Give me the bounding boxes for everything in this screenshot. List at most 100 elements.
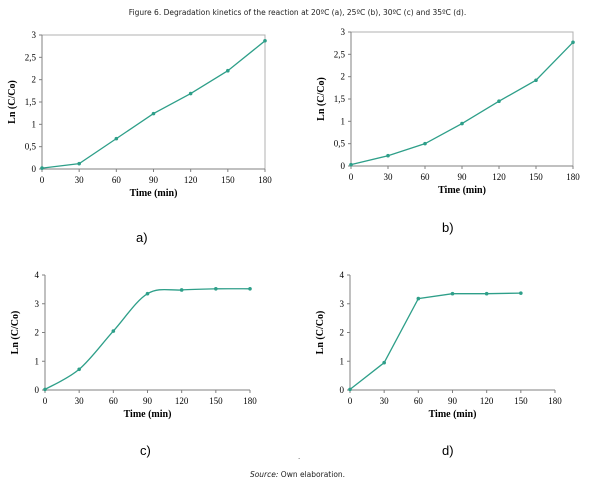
x-tick-label: 150: [209, 396, 223, 406]
x-tick-label: 180: [258, 175, 272, 185]
data-point: [214, 287, 218, 291]
y-tick-label: 2: [32, 75, 37, 85]
y-tick-label: 1: [341, 116, 346, 126]
data-point: [423, 141, 427, 146]
x-tick-label: 180: [548, 396, 562, 406]
data-point: [263, 39, 267, 43]
x-axis-title: Time (min): [438, 185, 486, 196]
chart-c: 0 1 2 3 4 0 30 60 90 120 150 180 Time (min) Ln (C/Co): [10, 270, 257, 420]
x-tick-label: 120: [175, 396, 189, 406]
x-axis-title: Time (min): [130, 188, 178, 199]
y-axis-title: Ln (C/Co): [7, 80, 18, 124]
data-point: [382, 360, 386, 365]
x-tick-label: 0: [348, 396, 353, 406]
x-tick-label: 30: [75, 175, 85, 185]
y-tick-label: 0: [35, 385, 40, 395]
data-point: [571, 40, 575, 45]
source-label: Source:: [249, 470, 279, 479]
x-tick-label: 120: [184, 175, 198, 185]
y-tick-label: 3: [340, 299, 345, 309]
x-axis-title: Time (min): [124, 409, 172, 420]
panel-label-d: d): [442, 443, 454, 458]
x-tick-label: 90: [143, 396, 153, 406]
y-axis-title: Ln (C/Co): [315, 311, 326, 355]
series-line-d: [349, 292, 521, 390]
x-tick-label: 90: [458, 172, 468, 182]
data-point: [450, 291, 455, 296]
data-point: [349, 162, 353, 167]
chart-panel-b: 0 0,5 1 1,5 2 2,5 3 0 30 60 90 120 150 180 Time (min) L…: [305, 25, 590, 200]
figure-title: Figure 6. Degradation kinetics of the re…: [128, 8, 467, 17]
x-tick-label: 60: [421, 172, 431, 182]
y-tick-label: 4: [340, 270, 345, 280]
y-tick-label: 2,5: [25, 52, 37, 62]
x-tick-label: 120: [480, 396, 494, 406]
data-point: [151, 111, 156, 116]
data-point: [348, 387, 352, 392]
x-tick-label: 0: [349, 172, 354, 182]
y-tick-label: 0: [340, 385, 345, 395]
x-tick-label: 0: [40, 175, 45, 185]
plot-frame: [41, 34, 266, 170]
data-point: [484, 291, 489, 296]
x-tick-label: 60: [109, 396, 119, 406]
x-tick-label: 150: [529, 172, 543, 182]
x-tick-label: 0: [43, 396, 48, 406]
panel-label-c: c): [140, 443, 151, 458]
y-tick-label: 3: [341, 27, 346, 37]
data-point: [40, 166, 44, 170]
x-tick-label: 180: [243, 396, 257, 406]
data-point: [111, 329, 116, 333]
stray-dot: .: [298, 452, 301, 461]
y-tick-label: 2: [341, 72, 346, 82]
y-tick-label: 0,5: [334, 139, 346, 149]
data-point: [534, 78, 538, 83]
data-point: [460, 121, 464, 126]
plot-frame: [350, 31, 574, 167]
y-tick-label: 2: [340, 328, 345, 338]
data-point: [77, 367, 81, 372]
data-point: [145, 291, 150, 296]
data-point: [386, 153, 390, 158]
y-tick-label: 1: [340, 356, 345, 366]
x-axis-title: Time (min): [429, 409, 477, 420]
y-tick-label: 1,5: [25, 97, 37, 107]
y-tick-label: 0: [341, 161, 346, 171]
data-point: [226, 68, 230, 73]
data-point: [114, 136, 119, 141]
data-point: [519, 291, 523, 295]
data-point: [248, 287, 252, 291]
y-tick-label: 2: [35, 328, 40, 338]
panel-label-b: b): [442, 220, 454, 235]
y-tick-label: 2,5: [334, 49, 346, 59]
x-tick-label: 90: [448, 396, 458, 406]
x-tick-label: 120: [492, 172, 506, 182]
x-tick-label: 150: [221, 175, 235, 185]
data-point: [43, 387, 47, 392]
data-point: [497, 99, 501, 104]
source-text: Own elaboration.: [280, 470, 346, 479]
y-tick-label: 0: [32, 164, 37, 174]
y-tick-label: 3: [32, 30, 37, 40]
panel-label-a: a): [136, 230, 148, 245]
y-tick-label: 1: [32, 119, 37, 129]
x-tick-label: 30: [384, 172, 394, 182]
y-tick-label: 1: [35, 356, 40, 366]
series-line-a: [41, 40, 266, 169]
x-tick-label: 150: [514, 396, 528, 406]
y-axis-title: Ln (C/Co): [316, 77, 327, 121]
chart-panel-d: 0 1 2 3 4 0 30 60 90 120 150 180 Time (min) Ln (C/Co): [305, 265, 590, 430]
series-line-b: [350, 41, 574, 166]
x-tick-label: 90: [149, 175, 159, 185]
y-tick-label: 4: [35, 270, 40, 280]
chart-d: 0 1 2 3 4 0 30 60 90 120 150 180 Time (min) Ln (C/Co): [315, 270, 562, 420]
chart-panel-a: 0 0,5 1 1,5 2 2,5 3 0 30 60 90 120 150 180 Time (min) L…: [0, 25, 285, 200]
x-tick-label: 30: [380, 396, 390, 406]
data-point: [188, 91, 193, 96]
source-note: Source: Own elaboration.: [0, 470, 595, 479]
data-point: [77, 161, 81, 166]
x-tick-label: 60: [112, 175, 122, 185]
x-tick-label: 180: [566, 172, 580, 182]
